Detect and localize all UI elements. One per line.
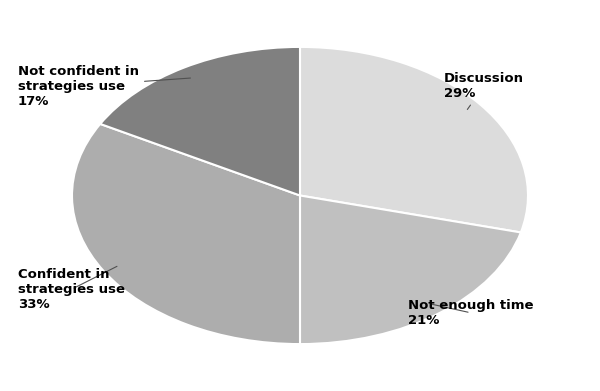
Text: Not enough time
21%: Not enough time 21% xyxy=(408,299,533,327)
Wedge shape xyxy=(72,124,300,344)
Wedge shape xyxy=(100,47,300,196)
Wedge shape xyxy=(300,196,521,344)
Wedge shape xyxy=(300,47,528,233)
Text: Not confident in
strategies use
17%: Not confident in strategies use 17% xyxy=(18,65,190,108)
Text: Confident in
strategies use
33%: Confident in strategies use 33% xyxy=(18,266,125,311)
Text: Discussion
29%: Discussion 29% xyxy=(444,72,524,109)
